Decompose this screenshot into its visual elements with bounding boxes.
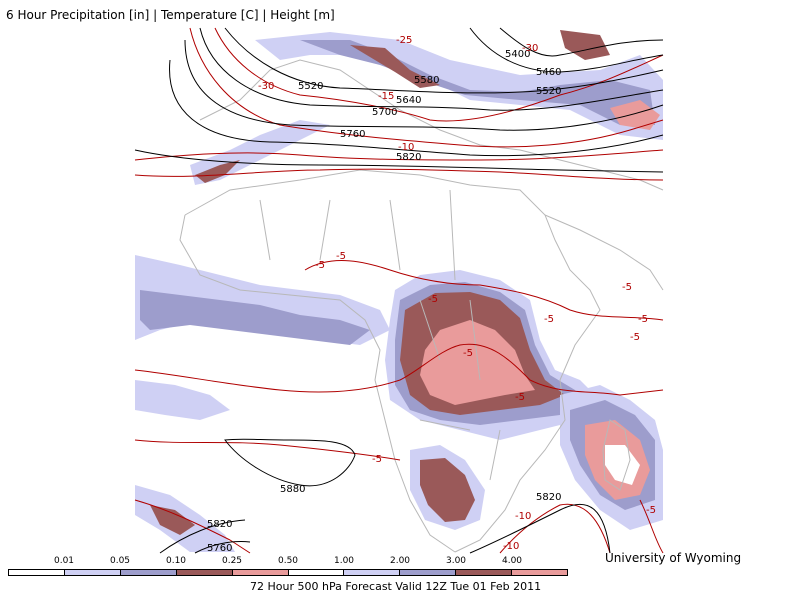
precip-area	[135, 380, 230, 420]
height-contour	[184, 39, 664, 131]
colorbar-segment	[400, 570, 457, 575]
height-label: 5520	[536, 86, 561, 97]
colorbar-segment	[120, 570, 177, 575]
height-label: 5400	[505, 49, 530, 60]
scale-label: 0.10	[165, 556, 187, 566]
height-contour	[194, 541, 251, 554]
border-lines	[259, 189, 501, 481]
temp-contour	[134, 439, 401, 461]
temp-label: -5	[372, 454, 382, 465]
height-label: 5820	[536, 492, 561, 503]
temp-label: -5	[463, 348, 473, 359]
temp-label: -5	[544, 314, 554, 325]
arabia-coastline	[544, 214, 664, 291]
temp-label: -5	[315, 260, 325, 271]
height-label: 5520	[298, 81, 323, 92]
temp-contour	[499, 503, 611, 554]
temp-contour	[134, 168, 664, 181]
africa-coastline	[179, 169, 601, 553]
height-label: 5460	[536, 67, 561, 78]
temp-label: -5	[630, 332, 640, 343]
colorbar	[8, 569, 568, 576]
scale-label: 0.01	[53, 556, 75, 566]
height-label: 5880	[280, 484, 305, 495]
colorbar-segment	[344, 570, 401, 575]
temp-label: -30	[522, 43, 538, 54]
temp-contour	[189, 27, 664, 148]
forecast-caption: 72 Hour 500 hPa Forecast Valid 12Z Tue 0…	[250, 580, 542, 593]
precip-area	[195, 160, 240, 183]
colorbar-segment	[176, 570, 233, 575]
precip-area	[140, 290, 370, 345]
temp-contour	[134, 149, 664, 161]
precip-area	[605, 445, 640, 485]
temp-label: -5	[622, 282, 632, 293]
height-contour	[224, 27, 664, 94]
precipitation-areas	[135, 30, 663, 552]
height-contour	[224, 438, 356, 487]
scale-label: 0.50	[277, 556, 299, 566]
temp-label: -5	[515, 392, 525, 403]
coastlines	[179, 59, 664, 553]
height-label: 5580	[414, 75, 439, 86]
precip-area	[420, 458, 475, 522]
height-contour	[169, 59, 664, 157]
height-label: 5820	[396, 152, 421, 163]
height-label: 5640	[396, 95, 421, 106]
temp-label: -5	[638, 314, 648, 325]
temp-label: -10	[503, 541, 519, 552]
map-title: 6 Hour Precipitation [in] | Temperature …	[6, 8, 335, 22]
temp-contour	[214, 27, 664, 122]
height-contour	[499, 27, 664, 57]
height-label: 5820	[207, 519, 232, 530]
temp-label: -15	[378, 91, 394, 102]
scale-label: 2.00	[389, 556, 411, 566]
colorbar-segment	[64, 570, 121, 575]
colorbar-segment	[9, 570, 65, 575]
scale-label: 0.05	[109, 556, 131, 566]
temp-label: -5	[336, 251, 346, 262]
precip-area	[610, 100, 660, 130]
europe-coastline	[199, 59, 664, 191]
temp-label: -30	[258, 81, 274, 92]
madagascar	[602, 419, 631, 491]
height-contours	[134, 27, 664, 554]
temp-label: -10	[515, 511, 531, 522]
height-label: 5700	[372, 107, 397, 118]
temp-label: -25	[396, 35, 412, 46]
scale-label: 4.00	[501, 556, 523, 566]
scale-label: 0.25	[221, 556, 243, 566]
temp-label: -5	[428, 294, 438, 305]
height-labels: 5400 5460 5520 5520 5580 5640 5700 5760 …	[207, 49, 561, 554]
precip-area	[350, 45, 440, 88]
temperature-contours	[134, 27, 664, 554]
temp-contour	[134, 499, 251, 554]
scale-label: 3.00	[445, 556, 467, 566]
temp-label: -5	[646, 505, 656, 516]
colorbar-segment	[512, 570, 568, 575]
temp-contour	[134, 343, 664, 396]
temp-contour	[304, 260, 664, 321]
height-contour	[134, 149, 664, 173]
colorbar-segment	[288, 570, 345, 575]
height-label: 5760	[340, 129, 365, 140]
height-contour	[469, 504, 611, 554]
height-contour	[199, 27, 664, 111]
temp-label: -10	[398, 142, 414, 153]
colorbar-segment	[232, 570, 289, 575]
colorbar-segment	[456, 570, 513, 575]
temperature-labels: -30 -25 -30 -15 -10 -5 -5 -5 -5 -5 -5 -5…	[258, 35, 656, 552]
credit: University of Wyoming	[605, 551, 742, 565]
scale-label: 1.00	[333, 556, 355, 566]
height-contour	[469, 27, 664, 73]
temp-contour	[639, 499, 664, 554]
height-contour	[159, 519, 246, 554]
precip-area	[150, 505, 195, 535]
height-label: 5760	[207, 543, 232, 554]
